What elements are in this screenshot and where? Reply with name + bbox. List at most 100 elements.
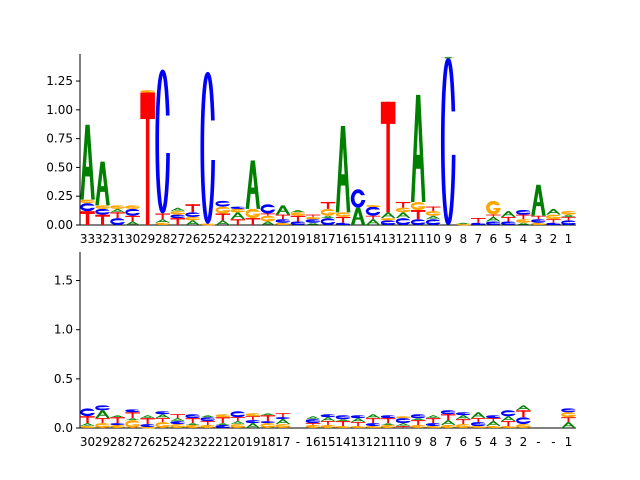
logo-letter-c-p0-8: [200, 71, 217, 224]
logo-letter-t-p0-26: [471, 218, 486, 223]
logo-letter-t-p0-31: [546, 219, 561, 223]
y-tick-label: 0.5: [54, 372, 73, 386]
x-tick-label: 23: [185, 435, 200, 449]
logo-letter-t-p1-19: [365, 418, 381, 424]
logo-letter-g-p0-27: [486, 200, 502, 215]
logo-letter-a-p1-10: [230, 421, 246, 425]
logo-letter-t-p0-16: [320, 201, 336, 209]
logo-letter-c-p1-16: [320, 414, 337, 418]
x-tick-label: 12: [396, 232, 411, 246]
x-tick-label: 30: [125, 232, 140, 246]
logo-letter-g-p1-24: [440, 425, 457, 429]
logo-letter-c-p1-5: [155, 411, 171, 415]
logo-letter-g-p1-17: [335, 426, 352, 429]
logo-letter-a-p0-20: [380, 212, 396, 219]
y-tick-label: 0.50: [46, 160, 73, 174]
logo-letter-a-p1-0: [80, 423, 95, 427]
logo-letter-a-p0-27: [486, 216, 501, 222]
logo-letter-g-p1-1: [95, 423, 111, 429]
x-tick-label: 8: [459, 232, 467, 246]
logo-letter-c-p0-24: [440, 58, 457, 225]
logo-letter-c-p1-22: [410, 414, 427, 419]
logo-letter-t-p0-19: [365, 215, 381, 220]
logo-letter-g-p1-15: [305, 425, 322, 429]
logo-letter-g-p0-31: [546, 214, 562, 220]
logo-letter-a-p1-27: [486, 421, 501, 427]
logo-letter-a-p1-13: [275, 419, 291, 425]
x-tick-label: 4: [520, 232, 528, 246]
logo-letter-g-p0-6: [170, 211, 187, 215]
logo-letter-c-p0-6: [170, 214, 187, 219]
y-tick-label: 1.00: [46, 103, 73, 117]
logo-letter-g-p1-32: [561, 412, 577, 418]
logo-letter-g-p1-10: [230, 424, 247, 428]
x-tick-label: 28: [110, 435, 125, 449]
logo-letter-t-p1-0: [80, 416, 95, 424]
logo-letter-c-p0-17: [335, 222, 352, 226]
logo-letter-a-p0-7: [185, 220, 201, 225]
logo-letter-g-p1-20: [380, 425, 397, 429]
logo-letter-g-p0-0: [80, 199, 96, 204]
x-tick-label: 10: [426, 232, 441, 246]
logo-letter-c-p1-3: [125, 409, 141, 413]
x-tick-label: 1: [565, 435, 573, 449]
x-tick-label: 2: [550, 232, 558, 246]
logo-letter-t-p1-27: [486, 418, 501, 422]
logo-letter-c-p1-8: [200, 417, 217, 422]
logo-letter-a-p1-9: [215, 423, 231, 426]
x-tick-label: 3: [505, 435, 513, 449]
logo-letter-a-p1-3: [125, 418, 140, 421]
logo-letter-t-p1-26: [471, 418, 486, 423]
logo-letter-t-p0-12: [260, 213, 276, 216]
logo-letter-c-p0-7: [185, 212, 202, 217]
logo-letter-a-p0-12: [260, 221, 276, 225]
logo-letter-c-p0-26: [471, 222, 487, 226]
logo-letter-t-p0-14: [290, 215, 306, 222]
x-tick-label: 11: [380, 435, 395, 449]
x-tick-label: 7: [444, 435, 452, 449]
logo-letter-g-p1-26: [471, 426, 487, 429]
x-tick-label: 6: [459, 435, 467, 449]
logo-letter-c-p1-19: [365, 423, 382, 427]
x-tick-label: 26: [185, 232, 200, 246]
logo-letter-t-p1-21: [395, 426, 411, 428]
logo-letter-t-p1-28: [501, 421, 516, 427]
logo-letter-t-p0-3: [125, 215, 140, 222]
logo-letter-g-p1-27: [486, 426, 502, 429]
x-tick-label: 4: [490, 435, 498, 449]
logo-letter-c-p1-1: [95, 405, 111, 411]
logo-letter-g-p0-5: [155, 222, 171, 226]
logo-letter-g-p1-7: [185, 425, 202, 429]
x-tick-label: 29: [95, 435, 110, 449]
logo-letter-a-p0-10: [230, 212, 246, 220]
logo-letter-g-p0-13: [275, 222, 292, 226]
logo-letter-a-p0-30: [531, 184, 546, 216]
logo-letter-g-p0-7: [185, 216, 202, 221]
logo-letter-a-p0-14: [290, 210, 306, 213]
logo-letter-c-p0-18: [350, 189, 367, 208]
logo-letter-a-p0-11: [245, 160, 261, 209]
logo-letter-t-p1-10: [230, 417, 246, 422]
x-tick-label: 17: [275, 435, 290, 449]
logo-letter-a-p1-22: [410, 418, 426, 421]
logo-letter-c-p0-0: [80, 203, 96, 212]
logo-letter-c-p1-0: [80, 408, 96, 417]
logo-letter-c-p1-17: [335, 415, 352, 420]
logo-letter-c-p1-12: [260, 421, 277, 424]
x-tick-label: 25: [155, 435, 170, 449]
x-tick-label: 17: [320, 232, 335, 246]
logo-letter-g-p0-14: [290, 212, 307, 216]
x-tick-label: 16: [335, 232, 350, 246]
logo-letter-a-p1-7: [185, 423, 201, 426]
x-tick-label: 9: [414, 435, 422, 449]
logo-letter-g-p0-4: [140, 90, 156, 93]
logo-letter-t-p0-22: [410, 210, 426, 220]
logo-letter-t-p1-8: [200, 421, 216, 426]
logo-letter-c-p0-13: [275, 219, 292, 223]
logo-letter-g-p1-18: [350, 426, 367, 429]
logo-letter-g-p0-9: [215, 206, 232, 214]
logo-letter-c-p0-14: [290, 221, 307, 225]
logo-letter-t-p0-30: [531, 215, 546, 220]
logo-letter-g-p1-29: [516, 424, 532, 428]
logo-letter-a-p1-6: [170, 418, 185, 422]
